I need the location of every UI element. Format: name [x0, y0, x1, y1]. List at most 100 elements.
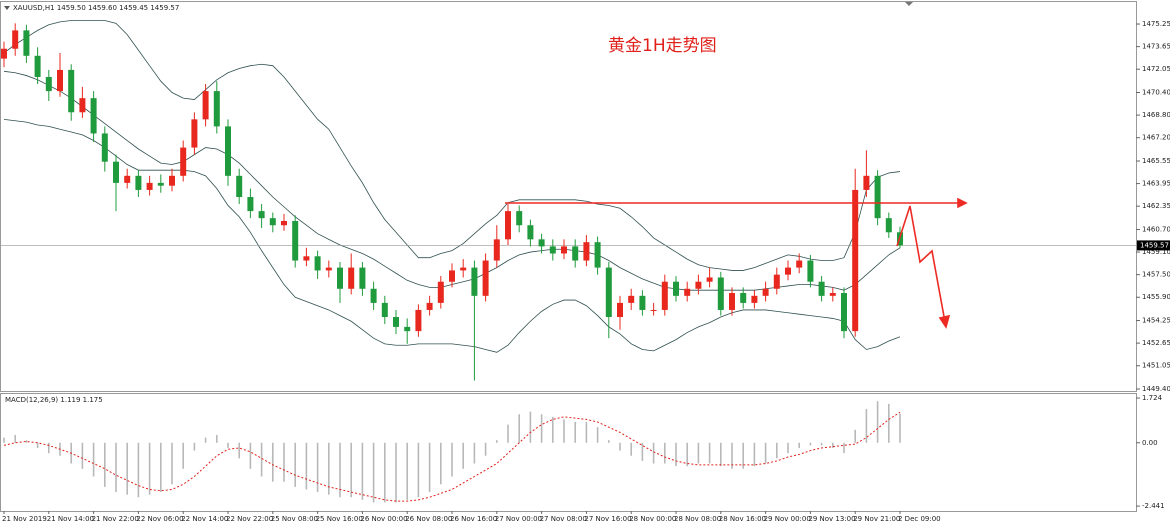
x-tick-label: 25 Nov 08:00 [271, 515, 318, 523]
macd-bar [372, 442, 375, 503]
macd-bar [193, 442, 196, 451]
candle-body [829, 293, 836, 296]
y-tick-label: 1452.65 [1142, 339, 1170, 347]
macd-bar [283, 442, 285, 482]
candle-body [684, 288, 691, 296]
chart-title: 黄金1H走势图 [608, 36, 717, 56]
macd-bar [697, 442, 700, 464]
macd-bar [843, 442, 845, 454]
candle-body [146, 182, 153, 190]
macd-bar [776, 442, 778, 459]
price-pane [0, 1, 1137, 392]
candle-body [79, 98, 86, 113]
y-tick-label: 1470.40 [1142, 89, 1170, 97]
candle-body [505, 211, 511, 240]
candle-body [34, 55, 41, 77]
macd-bar [507, 424, 509, 443]
macd-bar [809, 442, 812, 446]
macd-bar [350, 442, 352, 498]
macd-bar [25, 440, 28, 443]
x-tick-label: 29 Nov 00:00 [764, 515, 811, 523]
candle-body [818, 281, 825, 296]
symbol-header: XAUUSD,H1 1459.50 1459.60 1459.45 1459.5… [13, 4, 179, 12]
candle-body [493, 239, 500, 261]
macd-bar [227, 442, 229, 448]
macd-bar [552, 416, 554, 443]
macd-bar [675, 442, 677, 467]
macd-bar [3, 437, 5, 443]
candle-body [852, 189, 859, 332]
candle-body [617, 302, 623, 318]
x-tick-label: 28 Nov 08:00 [674, 515, 721, 523]
symbol-menu-icon [4, 6, 10, 10]
x-tick-label: 27 Nov 16:00 [584, 515, 631, 523]
macd-bar [608, 440, 610, 443]
macd-bar [148, 442, 151, 495]
candle-body [471, 267, 478, 296]
candle-body [348, 267, 355, 289]
macd-bar [115, 442, 117, 493]
y-tick-label: 1451.05 [1142, 362, 1170, 370]
macd-bar [473, 442, 476, 464]
macd-bar [384, 442, 386, 503]
y-tick-label: 1455.90 [1142, 293, 1170, 301]
macd-bar [406, 442, 408, 500]
candle-body [169, 175, 175, 186]
macd-bar [720, 442, 722, 467]
macd-bar [899, 413, 901, 443]
candle-body [180, 147, 187, 176]
macd-bar [440, 442, 442, 485]
candle-body [449, 270, 455, 282]
macd-bar [126, 442, 128, 495]
y-tick-label: 1457.50 [1142, 271, 1170, 279]
macd-bar [798, 442, 800, 448]
macd-bar [361, 442, 364, 500]
current-price-box [1137, 240, 1170, 251]
macd-bar [664, 442, 666, 464]
macd-bar [395, 442, 397, 503]
candle-body [269, 218, 276, 226]
macd-bar [630, 442, 632, 456]
x-tick-label: 22 Nov 14:00 [181, 515, 228, 523]
candle-body [516, 211, 523, 226]
candle-body [381, 302, 388, 318]
x-tick-label: 26 Nov 00:00 [360, 515, 407, 523]
candle-body [729, 293, 735, 310]
macd-bar [540, 414, 543, 443]
macd-bar [731, 442, 733, 469]
macd-bar [753, 442, 756, 467]
x-tick-label: 27 Nov 00:00 [495, 515, 542, 523]
candle-body [57, 69, 63, 92]
candle-body [426, 302, 433, 310]
x-tick-label: 29 Nov 13:00 [808, 515, 855, 523]
candle-body [236, 175, 243, 197]
candle-body [415, 309, 422, 332]
macd-bar [238, 442, 240, 459]
candle-body [796, 260, 803, 268]
candle-body [885, 218, 892, 233]
candle-body [135, 175, 142, 190]
macd-bar [204, 437, 207, 443]
candle-body [527, 225, 534, 240]
macd-bar [529, 411, 532, 443]
candle-body [303, 256, 310, 261]
macd-bar [48, 442, 50, 454]
candle-body [258, 211, 265, 219]
macd-bar [417, 442, 420, 498]
candle-body [874, 175, 881, 219]
candle-body [549, 246, 556, 254]
candle-body [12, 30, 19, 49]
macd-bar [137, 442, 140, 498]
candle-body [460, 267, 467, 271]
candle-body [807, 260, 814, 282]
x-tick-label: 21 Nov 2019 [2, 515, 47, 523]
candle-body [90, 98, 97, 134]
candle-body [281, 220, 287, 226]
macd-bar [428, 442, 431, 493]
arrow-head [957, 197, 968, 209]
macd-bar [294, 442, 296, 487]
macd-bar [563, 419, 565, 443]
y-tick-label: 1449.40 [1142, 385, 1170, 393]
candle-body [325, 267, 332, 271]
